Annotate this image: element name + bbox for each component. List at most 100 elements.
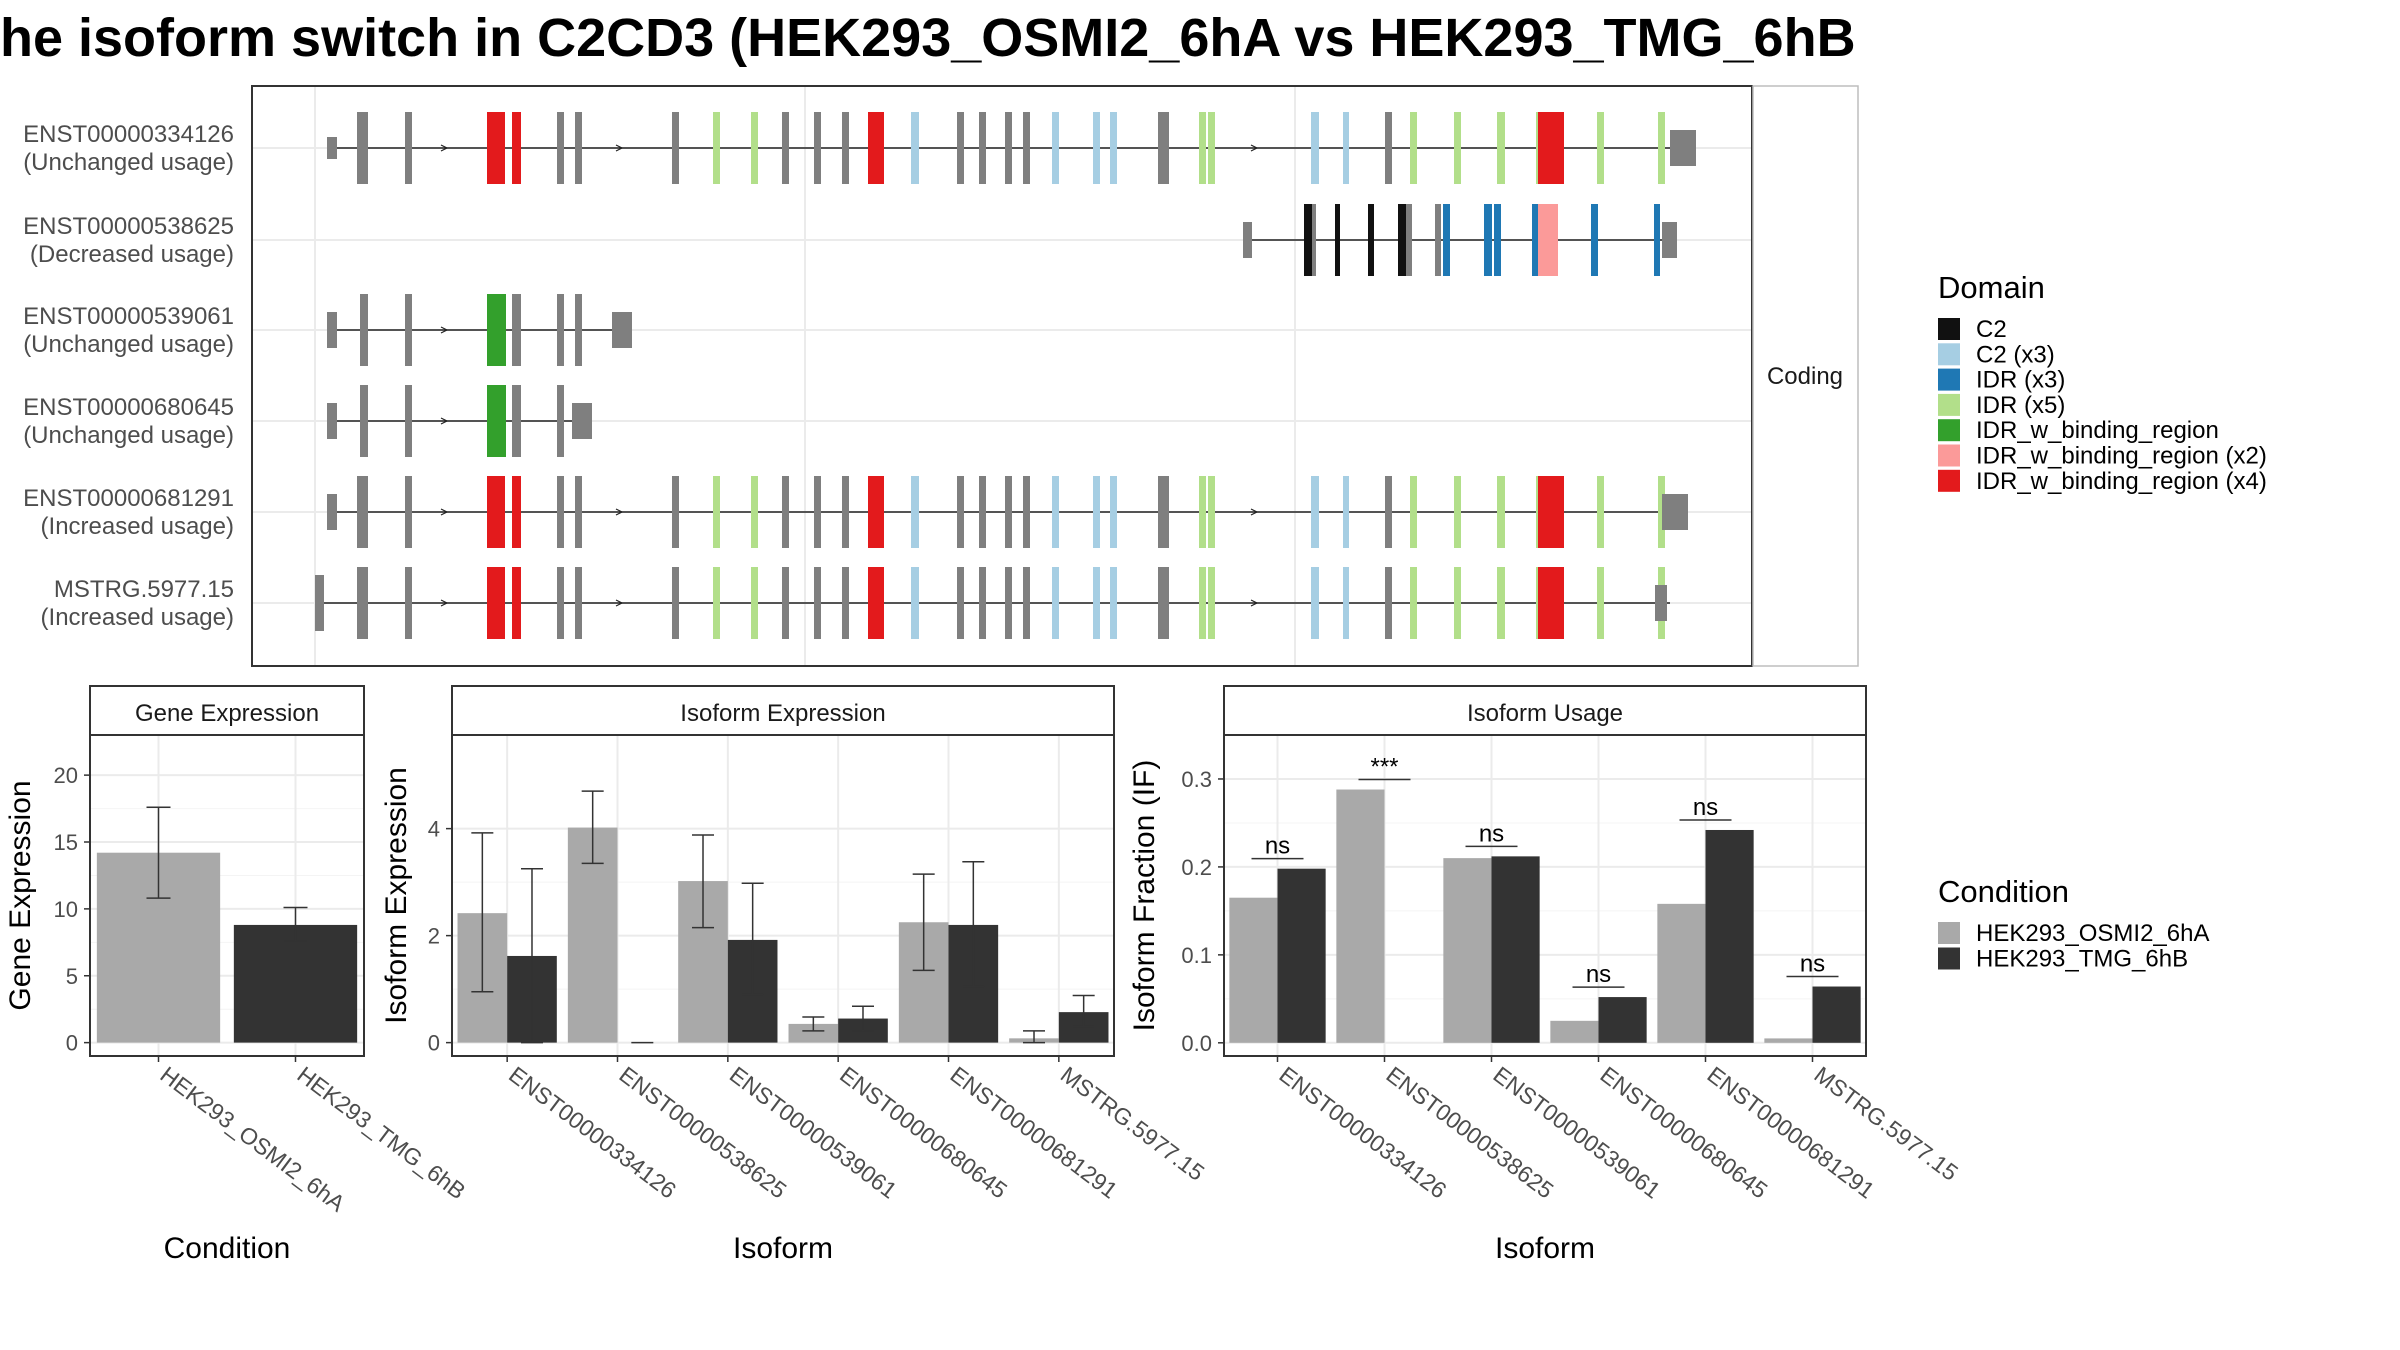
x-axis-title: Isoform (1495, 1232, 1595, 1265)
domain-legend-label: IDR_w_binding_region (x2) (1976, 443, 2267, 470)
transcript-ENST00000680645 (327, 385, 592, 457)
exon (499, 385, 506, 457)
transcript-ENST00000681291 (327, 476, 1688, 548)
exon (751, 567, 758, 639)
strand-arrow (1250, 599, 1259, 607)
isoform-label-usage: (Increased usage) (41, 604, 234, 631)
domain-legend-label: IDR (x3) (1976, 367, 2065, 394)
x-axis-title: Condition (164, 1232, 291, 1265)
significance-label: ns (1586, 961, 1611, 988)
plot-background (452, 735, 1114, 1056)
domain-legend-swatch (1938, 444, 1960, 467)
exon (487, 294, 499, 366)
exon (1406, 204, 1412, 276)
exon (1199, 112, 1206, 184)
exon (1052, 567, 1059, 639)
exon (1023, 112, 1030, 184)
error-bar (851, 1005, 874, 1032)
exon (327, 137, 337, 159)
isoform-label-id: ENST00000334126 (23, 121, 234, 148)
exon (1538, 204, 1548, 276)
domain-legend-label: IDR_w_binding_region (1976, 417, 2219, 444)
exon (1484, 204, 1492, 276)
exon (575, 294, 582, 366)
condition-legend-label: HEK293_TMG_6hB (1976, 946, 2188, 973)
y-tick-label: 0.2 (1181, 855, 1212, 880)
domain-legend-swatch (1938, 393, 1960, 416)
exon (327, 312, 337, 348)
exon (405, 294, 412, 366)
bar-cond-a (1229, 897, 1278, 1043)
exon (868, 567, 878, 639)
isoform-label-usage: (Unchanged usage) (23, 149, 234, 176)
isoform-label-usage: (Decreased usage) (30, 241, 234, 268)
exon (575, 476, 582, 548)
isoform-label-id: ENST00000680645 (23, 394, 234, 421)
exon (360, 385, 368, 457)
strand-arrow (440, 326, 449, 334)
domain-legend-label: IDR (x5) (1976, 392, 2065, 419)
exon (878, 567, 884, 639)
exon (1662, 494, 1688, 530)
exon (1454, 112, 1461, 184)
y-tick-label: 4 (428, 817, 440, 842)
panel-border (451, 734, 1115, 1057)
exon (357, 476, 365, 548)
exon (1208, 112, 1215, 184)
exon (315, 575, 324, 631)
exon (814, 476, 821, 548)
exon (1208, 476, 1215, 548)
bar-cond-a (788, 1023, 839, 1043)
exon (911, 112, 919, 184)
exon (1443, 204, 1450, 276)
gene-structure-facet-strip (1752, 85, 1859, 667)
exon (1110, 567, 1117, 639)
exon (512, 567, 521, 639)
exon (1311, 112, 1319, 184)
strand-arrow (615, 599, 624, 607)
isoform-labels: ENST00000334126(Unchanged usage) ENST0000… (23, 121, 234, 631)
exon (1435, 204, 1441, 276)
exon (1410, 476, 1417, 548)
exon (1343, 567, 1349, 639)
y-tick-label: 0 (66, 1031, 78, 1056)
exon (405, 567, 412, 639)
error-bar (146, 806, 171, 899)
exon (357, 567, 365, 639)
bar-cond-a (1550, 1020, 1599, 1043)
domain-legend-swatch (1938, 469, 1960, 492)
isoform-usage-panel: Isoform Usagens***nsnsnsns0.00.10.20.3EN… (1128, 685, 1963, 1265)
exon (1343, 112, 1349, 184)
exon (911, 476, 919, 548)
exon (1494, 204, 1501, 276)
isoform-label-id: ENST00000538625 (23, 213, 234, 240)
exon (1497, 476, 1505, 548)
exon (612, 312, 632, 348)
exon (957, 112, 964, 184)
exon (575, 567, 582, 639)
exon (487, 567, 499, 639)
exon (1538, 567, 1564, 639)
exon (957, 567, 964, 639)
panel-border (89, 734, 365, 1057)
strand-arrow (1250, 144, 1259, 152)
strand-arrow (615, 508, 624, 516)
exon (487, 476, 499, 548)
exon (557, 294, 564, 366)
exon (1158, 567, 1169, 639)
exon (499, 476, 505, 548)
exon (868, 112, 878, 184)
exon (672, 112, 679, 184)
exon (572, 403, 592, 439)
exon (842, 112, 849, 184)
exon (1052, 112, 1059, 184)
exon (782, 476, 789, 548)
condition-legend-title: Condition (1938, 874, 2069, 909)
transcript-ENST00000539061 (327, 294, 632, 366)
exon (1158, 476, 1169, 548)
bar-cond-b (1705, 829, 1754, 1043)
facet-label: Gene Expression (135, 700, 319, 727)
domain-legend-label: C2 (1976, 316, 2007, 343)
